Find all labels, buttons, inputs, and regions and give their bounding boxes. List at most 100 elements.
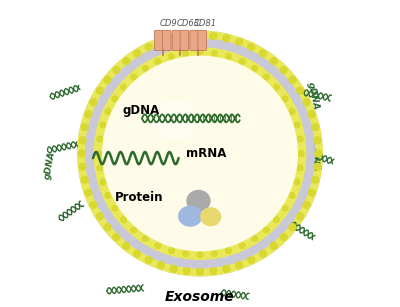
Circle shape bbox=[197, 49, 203, 56]
Circle shape bbox=[90, 201, 98, 209]
FancyBboxPatch shape bbox=[154, 30, 163, 51]
Circle shape bbox=[270, 57, 278, 65]
Circle shape bbox=[297, 136, 304, 142]
Circle shape bbox=[302, 98, 310, 106]
Circle shape bbox=[112, 95, 118, 102]
Circle shape bbox=[100, 122, 106, 128]
Circle shape bbox=[112, 233, 120, 241]
Circle shape bbox=[259, 250, 267, 258]
Text: CD63: CD63 bbox=[176, 19, 199, 28]
Circle shape bbox=[314, 150, 322, 157]
Circle shape bbox=[311, 123, 319, 131]
Circle shape bbox=[273, 216, 280, 223]
Circle shape bbox=[96, 212, 104, 220]
Circle shape bbox=[263, 227, 270, 233]
Circle shape bbox=[282, 205, 288, 212]
Circle shape bbox=[197, 49, 203, 56]
Circle shape bbox=[105, 192, 111, 199]
Circle shape bbox=[145, 43, 153, 51]
Circle shape bbox=[112, 233, 120, 241]
Circle shape bbox=[308, 188, 316, 196]
Circle shape bbox=[297, 165, 304, 171]
Circle shape bbox=[170, 265, 178, 273]
Circle shape bbox=[209, 267, 217, 275]
Circle shape bbox=[145, 256, 153, 264]
Circle shape bbox=[130, 74, 137, 80]
Circle shape bbox=[239, 242, 245, 249]
Circle shape bbox=[298, 150, 304, 157]
Circle shape bbox=[155, 242, 161, 249]
Circle shape bbox=[78, 163, 86, 171]
FancyBboxPatch shape bbox=[180, 30, 189, 51]
Circle shape bbox=[308, 111, 316, 119]
Circle shape bbox=[95, 49, 305, 258]
Circle shape bbox=[296, 87, 304, 95]
Circle shape bbox=[103, 56, 297, 251]
Circle shape bbox=[156, 100, 196, 140]
Circle shape bbox=[112, 66, 120, 74]
Circle shape bbox=[96, 165, 103, 171]
Circle shape bbox=[222, 265, 230, 273]
Circle shape bbox=[222, 34, 230, 42]
Circle shape bbox=[96, 87, 104, 95]
Circle shape bbox=[196, 31, 204, 39]
Circle shape bbox=[280, 66, 288, 74]
FancyBboxPatch shape bbox=[172, 30, 181, 51]
Circle shape bbox=[112, 205, 118, 212]
Circle shape bbox=[270, 57, 278, 65]
Circle shape bbox=[142, 235, 149, 242]
Circle shape bbox=[235, 261, 243, 269]
Circle shape bbox=[112, 66, 120, 74]
Circle shape bbox=[84, 111, 92, 119]
Circle shape bbox=[104, 76, 112, 84]
Circle shape bbox=[263, 74, 270, 80]
Circle shape bbox=[104, 223, 112, 231]
Circle shape bbox=[294, 122, 300, 128]
Circle shape bbox=[84, 188, 92, 196]
Circle shape bbox=[96, 136, 103, 142]
Circle shape bbox=[211, 250, 218, 257]
Circle shape bbox=[259, 250, 267, 258]
Circle shape bbox=[239, 58, 245, 65]
Circle shape bbox=[155, 242, 161, 249]
Circle shape bbox=[168, 247, 175, 254]
Circle shape bbox=[247, 256, 255, 264]
Circle shape bbox=[308, 188, 316, 196]
Circle shape bbox=[84, 188, 92, 196]
Circle shape bbox=[298, 150, 304, 157]
Circle shape bbox=[122, 57, 130, 65]
Circle shape bbox=[168, 53, 175, 60]
Circle shape bbox=[222, 265, 230, 273]
Circle shape bbox=[263, 74, 270, 80]
Circle shape bbox=[104, 223, 112, 231]
Circle shape bbox=[273, 84, 280, 91]
Text: mRNA: mRNA bbox=[186, 147, 227, 160]
Circle shape bbox=[96, 150, 102, 157]
Circle shape bbox=[81, 176, 89, 184]
Circle shape bbox=[78, 150, 86, 157]
Circle shape bbox=[302, 98, 310, 106]
Circle shape bbox=[122, 57, 130, 65]
Circle shape bbox=[100, 179, 106, 185]
Circle shape bbox=[96, 136, 103, 142]
Circle shape bbox=[311, 123, 319, 131]
Circle shape bbox=[112, 95, 118, 102]
Circle shape bbox=[120, 84, 127, 91]
Circle shape bbox=[182, 250, 189, 257]
Circle shape bbox=[90, 98, 98, 106]
Circle shape bbox=[314, 163, 322, 171]
Circle shape bbox=[294, 122, 300, 128]
Circle shape bbox=[235, 38, 243, 46]
Circle shape bbox=[251, 235, 258, 242]
Circle shape bbox=[157, 38, 165, 46]
Circle shape bbox=[289, 192, 295, 199]
Circle shape bbox=[120, 84, 127, 91]
Circle shape bbox=[282, 95, 288, 102]
Circle shape bbox=[103, 56, 297, 251]
Circle shape bbox=[211, 50, 218, 57]
Circle shape bbox=[133, 49, 141, 57]
Circle shape bbox=[294, 179, 300, 185]
Circle shape bbox=[225, 53, 232, 60]
Circle shape bbox=[280, 233, 288, 241]
FancyBboxPatch shape bbox=[190, 30, 198, 51]
